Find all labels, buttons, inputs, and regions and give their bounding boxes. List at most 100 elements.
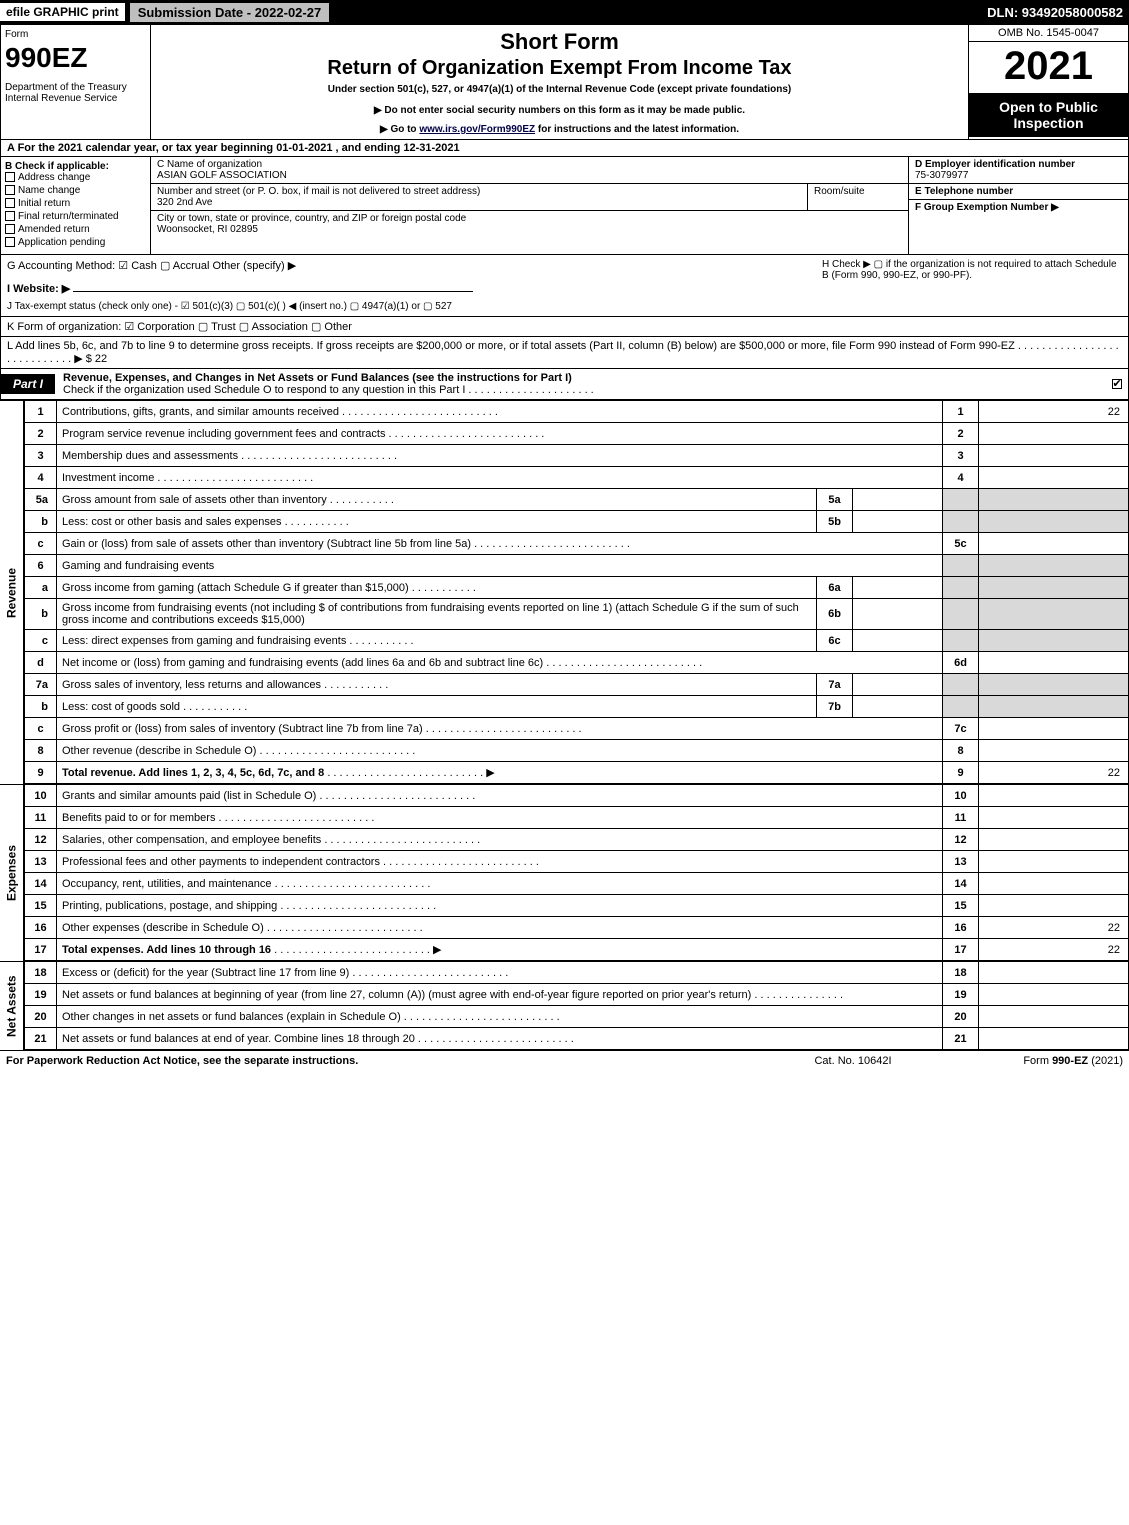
line-midval <box>853 696 943 718</box>
netassets-table: 18Excess or (deficit) for the year (Subt… <box>24 961 1129 1050</box>
header-center: Short Form Return of Organization Exempt… <box>151 25 968 139</box>
line-desc: Gross sales of inventory, less returns a… <box>57 674 817 696</box>
line-no: b <box>25 511 57 533</box>
line-value <box>979 1028 1129 1050</box>
line-desc: Less: cost of goods sold . . . . . . . .… <box>57 696 817 718</box>
tax-year: 2021 <box>969 42 1128 91</box>
goto-pre: ▶ Go to <box>380 124 419 135</box>
section-a-text: A For the 2021 calendar year, or tax yea… <box>7 142 460 154</box>
line-desc: Membership dues and assessments . . . . … <box>57 445 943 467</box>
line-value <box>979 467 1129 489</box>
line-midval <box>853 630 943 652</box>
goto-post: for instructions and the latest informat… <box>535 124 739 135</box>
line-midnum: 7b <box>817 696 853 718</box>
expenses-side-label: Expenses <box>0 784 24 961</box>
line-value <box>979 785 1129 807</box>
line-desc: Occupancy, rent, utilities, and maintena… <box>57 873 943 895</box>
line-desc: Contributions, gifts, grants, and simila… <box>57 401 943 423</box>
expenses-table: 10Grants and similar amounts paid (list … <box>24 784 1129 961</box>
footer-notice: For Paperwork Reduction Act Notice, see … <box>6 1055 763 1067</box>
dept-label: Department of the Treasury Internal Reve… <box>5 82 146 104</box>
page-footer: For Paperwork Reduction Act Notice, see … <box>0 1050 1129 1071</box>
checkbox-application-pending[interactable]: Application pending <box>5 237 146 248</box>
goto-notice: ▶ Go to www.irs.gov/Form990EZ for instru… <box>159 124 960 135</box>
line-no: c <box>25 718 57 740</box>
section-b-title: B Check if applicable: <box>5 161 109 172</box>
street-label: Number and street (or P. O. box, if mail… <box>157 186 801 197</box>
top-bar: efile GRAPHIC print Submission Date - 20… <box>0 0 1129 24</box>
line-value <box>979 807 1129 829</box>
part1-label: Part I <box>1 374 55 394</box>
checkbox-name-change[interactable]: Name change <box>5 185 146 196</box>
revenue-table: 1Contributions, gifts, grants, and simil… <box>24 400 1129 784</box>
line-no: 11 <box>25 807 57 829</box>
header-left: Form 990EZ Department of the Treasury In… <box>1 25 151 139</box>
line-desc: Gaming and fundraising events <box>57 555 943 577</box>
line-no: 19 <box>25 984 57 1006</box>
line-value <box>979 873 1129 895</box>
donot-notice: ▶ Do not enter social security numbers o… <box>159 105 960 116</box>
line-no: 9 <box>25 762 57 784</box>
open-to-public: Open to Public Inspection <box>969 93 1128 137</box>
line-value <box>979 740 1129 762</box>
line-rnum: 20 <box>943 1006 979 1028</box>
checkbox-initial-return[interactable]: Initial return <box>5 198 146 209</box>
line-desc: Gain or (loss) from sale of assets other… <box>57 533 943 555</box>
line-value <box>979 696 1129 718</box>
line-rnum <box>943 674 979 696</box>
street-value: 320 2nd Ave <box>157 197 801 208</box>
section-ghij: G Accounting Method: ☑ Cash ▢ Accrual Ot… <box>0 255 1129 317</box>
line-value <box>979 577 1129 599</box>
line-no: 5a <box>25 489 57 511</box>
line-no: 3 <box>25 445 57 467</box>
under-section: Under section 501(c), 527, or 4947(a)(1)… <box>159 84 960 95</box>
line-midnum: 5a <box>817 489 853 511</box>
line-midnum: 6a <box>817 577 853 599</box>
line-no: b <box>25 696 57 718</box>
line-no: 16 <box>25 917 57 939</box>
line-midnum: 6b <box>817 599 853 630</box>
short-form-title: Short Form <box>159 29 960 55</box>
checkbox-amended-return[interactable]: Amended return <box>5 224 146 235</box>
line-rnum: 12 <box>943 829 979 851</box>
line-desc: Gross income from gaming (attach Schedul… <box>57 577 817 599</box>
line-value <box>979 423 1129 445</box>
line-value <box>979 445 1129 467</box>
org-name-label: C Name of organization <box>157 159 902 170</box>
line-value <box>979 829 1129 851</box>
checkbox-final-return[interactable]: Final return/terminated <box>5 211 146 222</box>
accounting-method: G Accounting Method: ☑ Cash ▢ Accrual Ot… <box>7 259 822 272</box>
line-desc: Professional fees and other payments to … <box>57 851 943 873</box>
line-desc: Other changes in net assets or fund bala… <box>57 1006 943 1028</box>
line-value: 22 <box>979 762 1129 784</box>
line-no: 15 <box>25 895 57 917</box>
tax-exempt-status: J Tax-exempt status (check only one) - ☑… <box>7 301 822 312</box>
section-l: L Add lines 5b, 6c, and 7b to line 9 to … <box>0 337 1129 369</box>
line-midnum: 5b <box>817 511 853 533</box>
goto-link[interactable]: www.irs.gov/Form990EZ <box>419 124 535 135</box>
line-desc: Excess or (deficit) for the year (Subtra… <box>57 962 943 984</box>
line-value <box>979 851 1129 873</box>
line-no: 10 <box>25 785 57 807</box>
netassets-section: Net Assets 18Excess or (deficit) for the… <box>0 961 1129 1050</box>
line-desc: Total revenue. Add lines 1, 2, 3, 4, 5c,… <box>57 762 943 784</box>
line-desc: Gross income from fundraising events (no… <box>57 599 817 630</box>
line-value <box>979 895 1129 917</box>
line-rnum: 7c <box>943 718 979 740</box>
line-no: a <box>25 577 57 599</box>
header-right: OMB No. 1545-0047 2021 Open to Public In… <box>968 25 1128 139</box>
line-midval <box>853 511 943 533</box>
part1-checkbox[interactable] <box>1108 378 1128 390</box>
part1-title: Revenue, Expenses, and Changes in Net As… <box>55 369 1108 399</box>
org-name-value: ASIAN GOLF ASSOCIATION <box>157 170 902 181</box>
section-b: B Check if applicable: Address change Na… <box>1 157 151 254</box>
line-no: 17 <box>25 939 57 961</box>
line-no: 20 <box>25 1006 57 1028</box>
line-rnum: 13 <box>943 851 979 873</box>
line-rnum: 2 <box>943 423 979 445</box>
line-rnum: 17 <box>943 939 979 961</box>
line-value <box>979 1006 1129 1028</box>
checkbox-address-change[interactable]: Address change <box>5 172 146 183</box>
dln-value: DLN: 93492058000582 <box>987 5 1129 20</box>
section-def: D Employer identification number 75-3079… <box>908 157 1128 254</box>
